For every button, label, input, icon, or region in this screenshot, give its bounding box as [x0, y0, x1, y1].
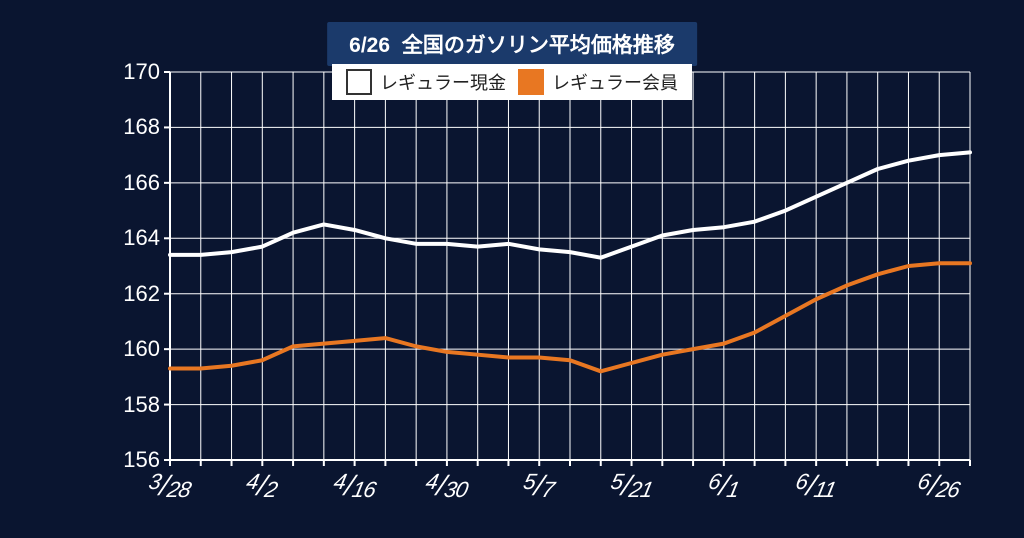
x-tick-label: 6/11: [792, 468, 840, 500]
gasoline-price-chart: 6/26 全国のガソリン平均価格推移 レギュラー現金 レギュラー会員 15615…: [0, 0, 1024, 538]
legend-label-cash: レギュラー現金: [380, 69, 506, 95]
x-tick-label: 4/30: [422, 468, 471, 500]
legend-label-member: レギュラー会員: [552, 69, 678, 95]
title-date: 6/26: [349, 34, 390, 57]
y-tick-label: 162: [110, 281, 160, 307]
y-tick-label: 158: [110, 392, 160, 418]
x-tick-label: 4/16: [330, 468, 379, 500]
x-tick-label: 4/2: [243, 468, 281, 500]
legend-swatch-cash: [346, 69, 372, 95]
title-text: 全国のガソリン平均価格推移: [402, 34, 675, 57]
x-tick-label: 6/1: [705, 468, 743, 500]
legend-swatch-member: [518, 69, 544, 95]
plot-svg: [162, 70, 972, 470]
y-tick-label: 164: [110, 225, 160, 251]
y-tick-label: 168: [110, 114, 160, 140]
y-tick-label: 170: [110, 59, 160, 85]
x-tick-label: 5/7: [520, 468, 558, 500]
chart-legend: レギュラー現金 レギュラー会員: [332, 64, 692, 100]
y-tick-label: 160: [110, 336, 160, 362]
y-tick-label: 166: [110, 170, 160, 196]
x-tick-label: 3/28: [145, 468, 194, 500]
legend-item-member: レギュラー会員: [518, 69, 678, 95]
x-tick-label: 6/26: [915, 468, 964, 500]
x-tick-label: 5/21: [607, 468, 656, 500]
plot-area: [170, 72, 970, 460]
legend-item-cash: レギュラー現金: [346, 69, 506, 95]
chart-title: 6/26 全国のガソリン平均価格推移: [327, 22, 697, 66]
